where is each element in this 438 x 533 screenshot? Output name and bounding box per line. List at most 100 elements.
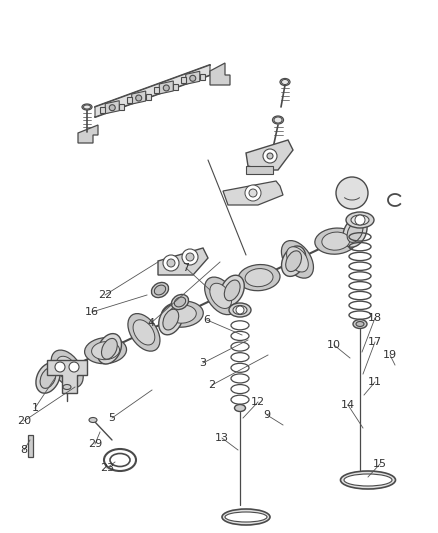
Ellipse shape (282, 240, 314, 278)
Ellipse shape (286, 247, 308, 272)
Polygon shape (95, 65, 210, 117)
Ellipse shape (272, 116, 283, 124)
Ellipse shape (222, 509, 270, 525)
Ellipse shape (282, 246, 306, 277)
Text: 23: 23 (100, 463, 114, 473)
Polygon shape (159, 81, 173, 94)
Circle shape (186, 253, 194, 261)
Text: 9: 9 (263, 410, 271, 420)
Ellipse shape (353, 319, 367, 328)
Text: 7: 7 (183, 263, 190, 273)
Ellipse shape (282, 79, 289, 85)
Ellipse shape (340, 471, 396, 489)
Ellipse shape (40, 368, 56, 389)
Text: 19: 19 (383, 350, 397, 360)
Ellipse shape (168, 305, 196, 323)
Text: 29: 29 (88, 439, 102, 449)
Ellipse shape (225, 512, 267, 522)
Ellipse shape (322, 232, 350, 250)
Polygon shape (173, 84, 178, 90)
Circle shape (267, 153, 273, 159)
Ellipse shape (344, 474, 392, 486)
Ellipse shape (245, 269, 273, 287)
Circle shape (263, 149, 277, 163)
Circle shape (355, 215, 365, 225)
Text: 3: 3 (199, 358, 206, 368)
Ellipse shape (63, 384, 71, 390)
Text: 22: 22 (98, 290, 112, 300)
Ellipse shape (286, 251, 301, 272)
Polygon shape (28, 435, 33, 457)
Circle shape (163, 255, 179, 271)
Ellipse shape (159, 304, 183, 335)
Ellipse shape (274, 117, 282, 123)
Circle shape (55, 362, 65, 372)
Polygon shape (158, 248, 208, 275)
Ellipse shape (234, 405, 246, 411)
Ellipse shape (152, 282, 169, 297)
Polygon shape (132, 91, 146, 104)
Text: 17: 17 (368, 337, 382, 347)
Text: 15: 15 (373, 459, 387, 469)
Circle shape (109, 104, 115, 111)
Text: 10: 10 (327, 340, 341, 350)
Circle shape (236, 306, 244, 314)
Ellipse shape (161, 301, 203, 327)
Text: 18: 18 (368, 313, 382, 323)
Ellipse shape (89, 417, 97, 423)
Ellipse shape (171, 294, 188, 310)
Text: 8: 8 (21, 445, 28, 455)
Text: 4: 4 (148, 318, 155, 328)
Ellipse shape (280, 78, 290, 85)
Polygon shape (105, 101, 119, 114)
Circle shape (136, 95, 142, 101)
Polygon shape (146, 94, 151, 100)
Polygon shape (47, 360, 87, 393)
Ellipse shape (128, 313, 160, 351)
Ellipse shape (92, 342, 120, 360)
Ellipse shape (51, 350, 83, 387)
Polygon shape (181, 77, 186, 83)
Circle shape (182, 249, 198, 265)
Ellipse shape (154, 285, 166, 295)
Text: 5: 5 (109, 413, 116, 423)
Ellipse shape (84, 105, 91, 109)
Polygon shape (200, 74, 205, 80)
Ellipse shape (85, 337, 127, 364)
Text: 6: 6 (204, 315, 211, 325)
Text: 12: 12 (251, 397, 265, 407)
Ellipse shape (133, 320, 155, 345)
Ellipse shape (347, 222, 363, 243)
Text: 13: 13 (215, 433, 229, 443)
Ellipse shape (174, 297, 186, 307)
Text: 2: 2 (208, 380, 215, 390)
Ellipse shape (163, 309, 179, 330)
Ellipse shape (233, 305, 247, 314)
Polygon shape (119, 104, 124, 110)
Polygon shape (100, 107, 105, 112)
Ellipse shape (36, 363, 60, 393)
Ellipse shape (346, 212, 374, 228)
Text: 11: 11 (368, 377, 382, 387)
Ellipse shape (351, 215, 369, 225)
Ellipse shape (229, 303, 251, 317)
Circle shape (249, 189, 257, 197)
Ellipse shape (220, 275, 244, 305)
Circle shape (190, 75, 196, 82)
Circle shape (69, 362, 79, 372)
Ellipse shape (110, 454, 130, 466)
Polygon shape (154, 87, 159, 93)
Polygon shape (78, 125, 98, 143)
Polygon shape (223, 181, 283, 205)
Ellipse shape (343, 217, 367, 247)
Polygon shape (127, 97, 132, 103)
Polygon shape (186, 71, 200, 84)
Ellipse shape (210, 283, 232, 309)
Ellipse shape (97, 334, 121, 364)
Ellipse shape (224, 280, 240, 301)
Circle shape (167, 259, 175, 267)
Polygon shape (246, 166, 273, 174)
Ellipse shape (356, 321, 364, 327)
Ellipse shape (238, 264, 280, 290)
Circle shape (163, 85, 170, 91)
